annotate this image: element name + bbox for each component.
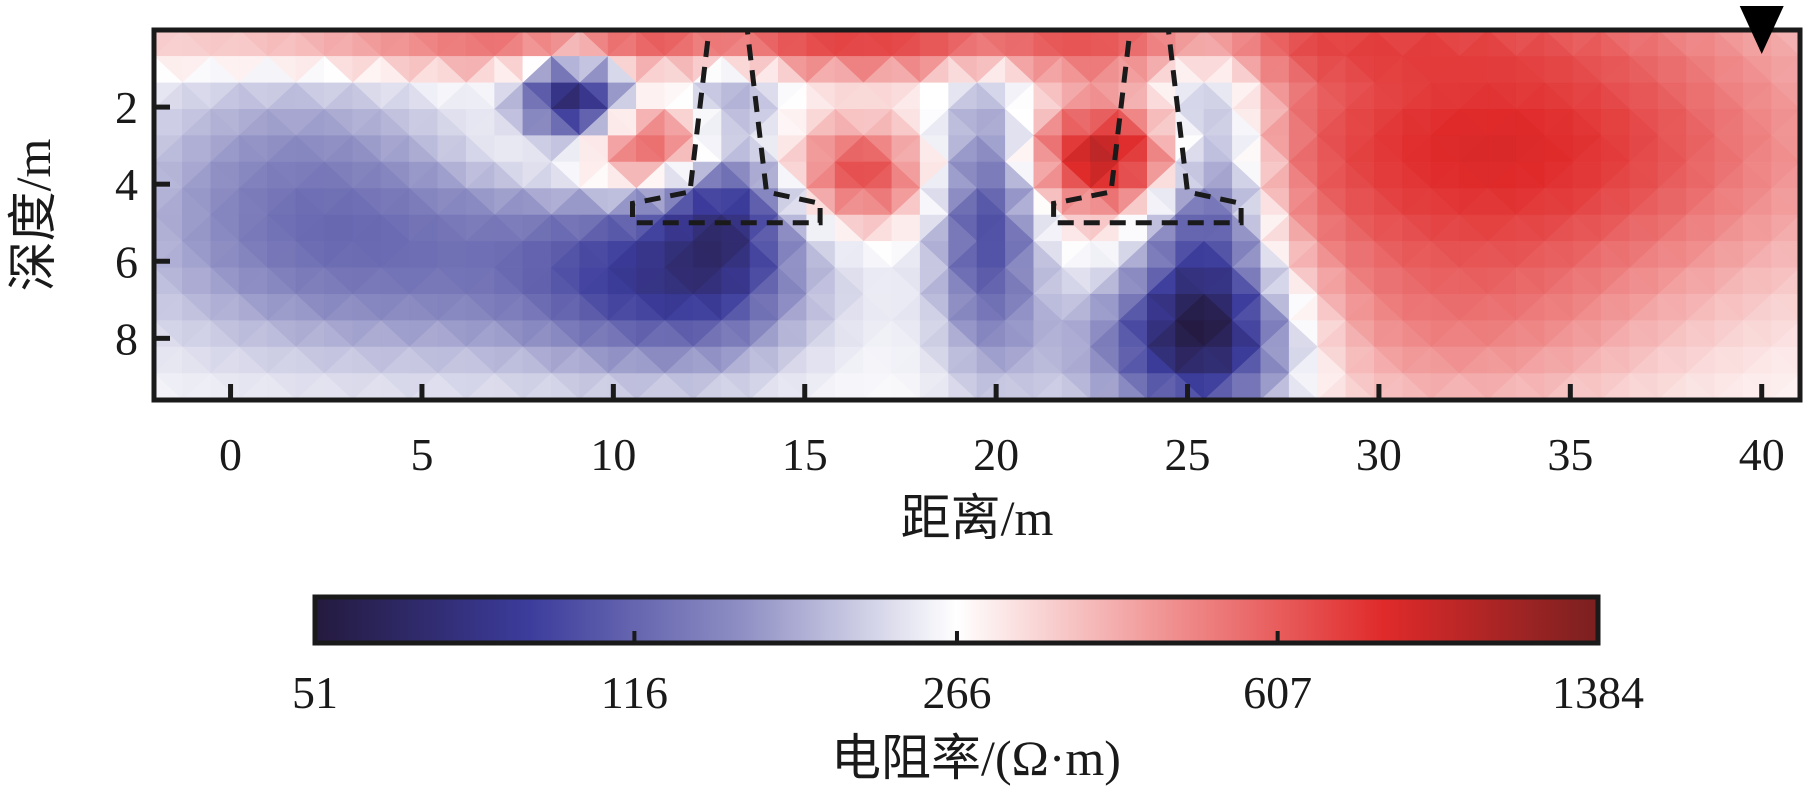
x-tick-label: 30: [1356, 429, 1402, 480]
x-tick-label: 20: [973, 429, 1019, 480]
resistivity-cell: [834, 372, 864, 400]
resistivity-cell: [154, 373, 183, 400]
dashed-outline: [630, 30, 823, 226]
resistivity-cell: [1771, 373, 1800, 400]
resistivity-cell: [437, 372, 467, 400]
resistivity-cell: [1459, 372, 1489, 400]
resistivity-cell: [1005, 372, 1035, 400]
resistivity-cell: [1345, 372, 1375, 400]
resistivity-cell: [380, 372, 410, 400]
resistivity-cell: [267, 372, 297, 400]
y-axis-title: 深度/m: [5, 139, 61, 292]
y-tick-label: 2: [115, 82, 138, 133]
resistivity-cell: [323, 372, 354, 400]
colorbar-tick-label: 1384: [1552, 667, 1644, 718]
plot-frame: [151, 27, 1803, 403]
resistivity-cell: [210, 372, 240, 400]
x-tick-label: 15: [782, 429, 828, 480]
colorbar-tick-label: 51: [292, 667, 338, 718]
resistivity-cell: [891, 372, 921, 400]
x-tick-label: 5: [410, 429, 433, 480]
colorbar-tick-label: 116: [601, 667, 668, 718]
resistivity-cell: [550, 372, 581, 400]
resistivity-cell: [721, 372, 751, 400]
resistivity-cell: [1572, 372, 1602, 400]
x-tick-label: 35: [1547, 429, 1593, 480]
resistivity-cell: [1288, 372, 1319, 400]
resistivity-cell: [1061, 372, 1091, 400]
resistivity-cell: [777, 372, 808, 400]
resistivity-cell: [1742, 372, 1773, 400]
colorbar-gradient: [312, 594, 1601, 646]
resistivity-cell: [1232, 372, 1262, 400]
resistivity-cell: [1402, 372, 1432, 400]
colorbar-tick-label: 266: [922, 667, 991, 718]
resistivity-cell: [1629, 372, 1659, 400]
resistivity-cell: [1118, 372, 1148, 400]
x-axis-title: 距离/m: [901, 490, 1054, 546]
x-tick-label: 25: [1165, 429, 1211, 480]
dashed-outline: [1051, 30, 1244, 226]
resistivity-cell: [948, 372, 978, 400]
x-tick-label: 10: [590, 429, 636, 480]
colorbar: 51 116 266 607 1384 电阻率/(Ω·m): [292, 594, 1644, 786]
resistivity-section-plot: 0 5 10 15 20 25 30 35 40 2 4 6 8: [115, 6, 1803, 480]
y-tick-label: 4: [115, 159, 138, 210]
resistivity-cell: [1686, 372, 1716, 400]
colorbar-tick-label: 607: [1243, 667, 1312, 718]
resistivity-cell: [1515, 372, 1546, 400]
x-tick-label: 0: [219, 429, 242, 480]
colorbar-title: 电阻率/(Ω·m): [831, 730, 1121, 786]
position-marker-icon: [1739, 6, 1784, 54]
resistivity-cell: [664, 372, 694, 400]
y-tick-label: 8: [115, 313, 138, 364]
resistivity-cell: [494, 372, 524, 400]
x-tick-label: 40: [1739, 429, 1785, 480]
y-tick-label: 6: [115, 236, 138, 287]
